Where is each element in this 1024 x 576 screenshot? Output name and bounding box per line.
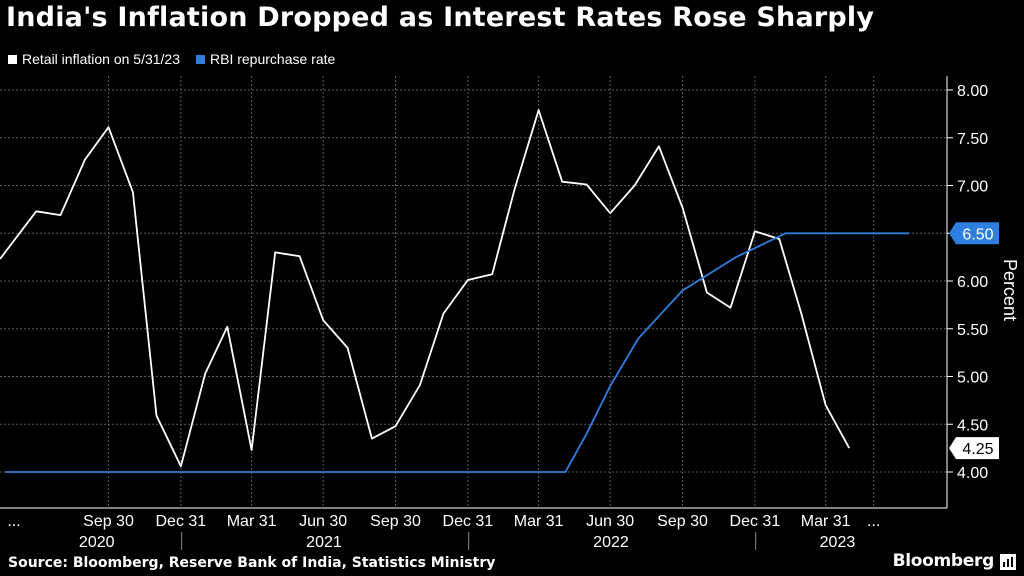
y-tick-label: 5.00 (957, 370, 988, 387)
repo-rate-line (5, 232, 909, 473)
y-tick-label: 6.00 (957, 274, 988, 291)
x-year-label: 2022 (593, 534, 629, 551)
chart-legend: Retail inflation on 5/31/23 RBI repurcha… (8, 51, 351, 67)
inflation-end-label: 4.25 (962, 441, 993, 458)
y-axis-title: Percent (1000, 259, 1020, 321)
legend-item-inflation[interactable]: Retail inflation on 5/31/23 (8, 51, 180, 67)
inflation-end-badge (949, 437, 999, 460)
x-tick-label: Sep 30 (83, 513, 134, 530)
x-tick-label: Dec 31 (156, 513, 207, 530)
repo-end-badge (949, 222, 999, 245)
x-tick-label: Mar 31 (227, 513, 277, 530)
x-tick-label: Jun 30 (586, 513, 634, 530)
y-tick-label: 5.50 (957, 322, 988, 339)
bloomberg-mark-icon (1000, 554, 1016, 570)
x-tick-label: ... (867, 513, 880, 530)
legend-swatch-inflation (8, 54, 17, 64)
y-tick-label: 7.00 (957, 179, 988, 196)
x-year-label: 2021 (306, 534, 342, 551)
y-tick-label: 4.00 (957, 465, 988, 482)
x-tick-label: ... (7, 513, 20, 530)
y-tick-label: 7.50 (957, 131, 988, 148)
legend-swatch-repo (196, 54, 205, 64)
legend-label-inflation: Retail inflation on 5/31/23 (22, 51, 180, 67)
x-tick-label: Dec 31 (730, 513, 781, 530)
x-tick-label: Sep 30 (657, 513, 708, 530)
x-tick-label: Sep 30 (370, 513, 421, 530)
x-tick-label: Mar 31 (514, 513, 564, 530)
x-year-label: 2023 (820, 534, 856, 551)
y-tick-label: 8.00 (957, 83, 988, 100)
x-tick-label: Dec 31 (443, 513, 494, 530)
chart-title: India's Inflation Dropped as Interest Ra… (6, 2, 875, 33)
legend-label-repo: RBI repurchase rate (210, 51, 336, 67)
x-tick-label: Mar 31 (801, 513, 851, 530)
source-note: Source: Bloomberg, Reserve Bank of India… (8, 555, 496, 571)
x-year-label: 2020 (79, 534, 115, 551)
y-tick-label: 4.50 (957, 417, 988, 434)
bloomberg-logo: Bloomberg (892, 551, 995, 571)
legend-item-repo[interactable]: RBI repurchase rate (196, 51, 335, 67)
inflation-line (0, 109, 850, 468)
repo-end-label: 6.50 (962, 226, 993, 243)
x-tick-label: Jun 30 (299, 513, 347, 530)
